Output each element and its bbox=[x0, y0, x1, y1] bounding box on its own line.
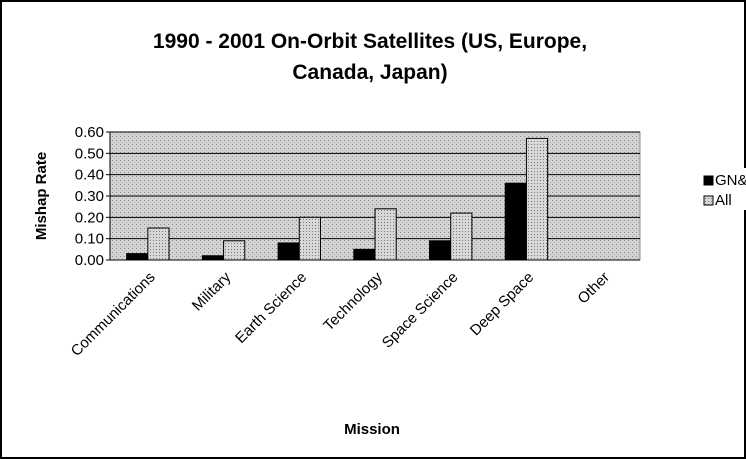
x-axis-title: Mission bbox=[344, 421, 400, 438]
bar bbox=[201, 255, 225, 261]
x-tick-label: Technology bbox=[320, 268, 386, 334]
x-tick-label: Earth Science bbox=[232, 269, 310, 347]
legend-label: All bbox=[715, 192, 732, 209]
bar bbox=[223, 240, 246, 261]
legend-swatch bbox=[703, 195, 714, 206]
x-tick-label: Space Science bbox=[379, 269, 462, 352]
chart-title: 1990 - 2001 On-Orbit Satellites (US, Eur… bbox=[152, 30, 588, 84]
x-tick-label: Deep Space bbox=[467, 269, 537, 339]
bar bbox=[277, 242, 300, 261]
y-axis-title: Mishap Rate bbox=[33, 152, 50, 240]
x-tick-label: Communications bbox=[68, 269, 159, 360]
bar bbox=[450, 212, 473, 261]
y-tick-label: 0.10 bbox=[75, 231, 104, 248]
x-tick-label: Other bbox=[574, 269, 613, 308]
bar bbox=[374, 208, 397, 261]
bar bbox=[353, 248, 376, 261]
y-tick-label: 0.00 bbox=[75, 252, 104, 269]
bar bbox=[298, 216, 321, 261]
x-tick-label: Military bbox=[189, 268, 235, 314]
bar bbox=[429, 240, 452, 261]
legend-swatch bbox=[703, 175, 714, 186]
bar bbox=[147, 227, 170, 261]
bar bbox=[126, 253, 149, 261]
y-tick-label: 0.50 bbox=[75, 145, 104, 162]
y-tick-label: 0.60 bbox=[75, 124, 104, 141]
y-tick-label: 0.40 bbox=[75, 167, 104, 184]
y-tick-label: 0.20 bbox=[75, 209, 104, 226]
legend-label: GN&C bbox=[715, 172, 746, 189]
bar bbox=[525, 137, 549, 261]
bar bbox=[504, 182, 527, 261]
y-tick-label: 0.30 bbox=[75, 188, 104, 205]
